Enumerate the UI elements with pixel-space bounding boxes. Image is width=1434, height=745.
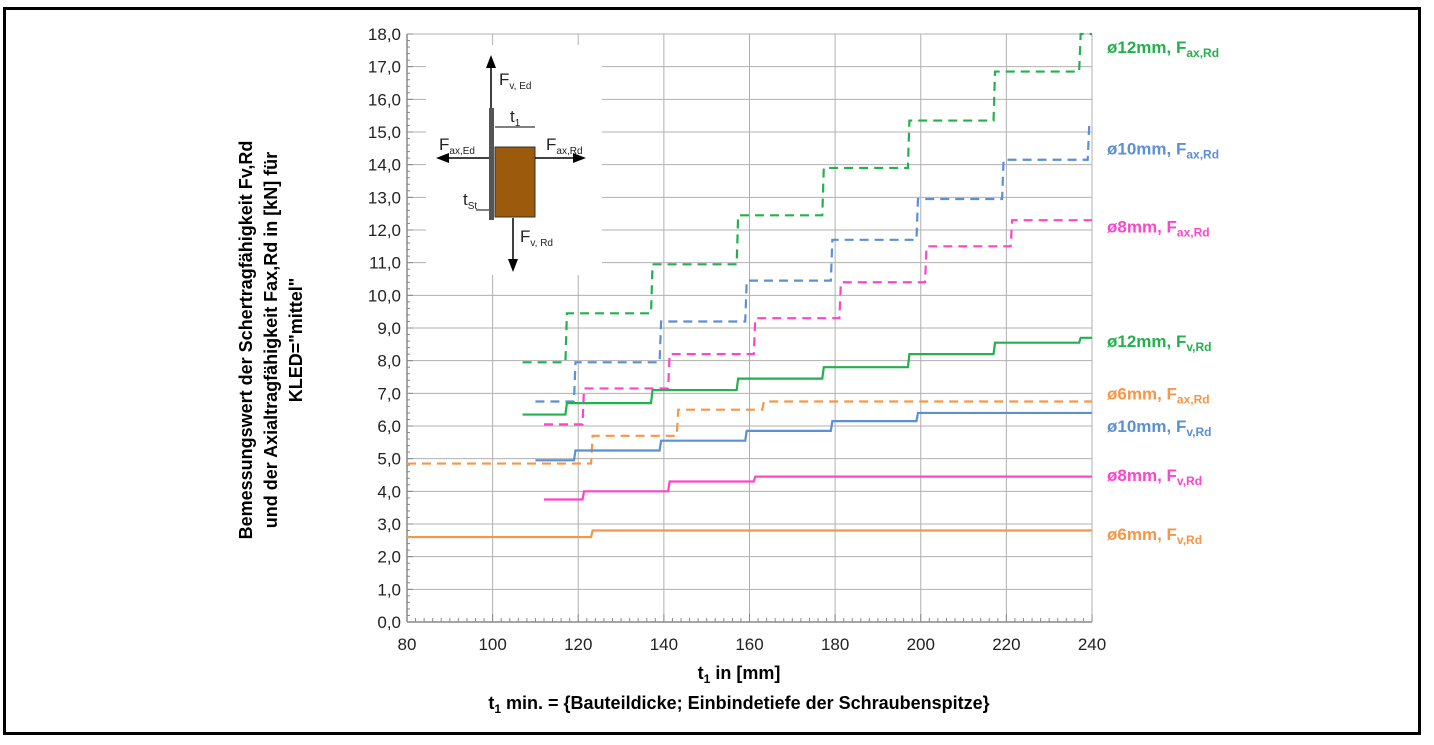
x-tick-label: 240 xyxy=(1078,635,1106,654)
y-tick-label: 9,0 xyxy=(377,319,401,338)
series-label-s6ax: ø6mm, Fax,Rd xyxy=(1107,384,1210,406)
chart-frame: 0,0 1,0 2,0 3,0 4,0 5,0 6,0 7,0 8,0 9,0 10,0 11,0 12… xyxy=(3,7,1421,735)
timber-member xyxy=(494,146,536,218)
series-line-s12v xyxy=(522,336,1092,416)
x-tick-label: 100 xyxy=(478,635,506,654)
series-line-s10v xyxy=(535,411,1092,462)
y-tick-label: 0,0 xyxy=(377,613,401,632)
y-tick-label: 17,0 xyxy=(368,58,401,77)
steel-plate xyxy=(489,108,494,220)
y-axis-title-line3: KLED="mittel" xyxy=(286,278,306,403)
series-label-s10v: ø10mm, Fv,Rd xyxy=(1107,417,1212,439)
y-tick-label: 8,0 xyxy=(377,352,401,371)
x-tick-label: 220 xyxy=(992,635,1020,654)
label-f-ved: Fv, Ed xyxy=(499,70,531,92)
label-f-vrd: Fv, Rd xyxy=(520,227,553,249)
y-tick-label: 15,0 xyxy=(368,123,401,142)
x-tick-label: 80 xyxy=(398,635,417,654)
series-label-s12v: ø12mm, Fv,Rd xyxy=(1107,332,1212,354)
arrow-v-rd-head xyxy=(508,259,518,272)
y-tick-label: 12,0 xyxy=(368,221,401,240)
y-tick-label: 7,0 xyxy=(377,384,401,403)
series-line-s6ax xyxy=(407,400,1092,465)
arrow-v-ed-head xyxy=(486,55,496,68)
y-tick-label: 4,0 xyxy=(377,482,401,501)
series-label-s6v: ø6mm, Fv,Rd xyxy=(1107,525,1202,547)
series-label-s8v: ø8mm, Fv,Rd xyxy=(1107,466,1202,488)
y-tick-label: 14,0 xyxy=(368,156,401,175)
y-axis-title-line2: und der Axialtragfähigkeit Fax,Rd in [kN… xyxy=(261,152,281,528)
label-t1: t1 xyxy=(510,107,521,129)
y-tick-label: 3,0 xyxy=(377,515,401,534)
x-tick-labels: 80 100 120 140 160 180 200 220 240 xyxy=(398,635,1107,654)
y-tick-label: 10,0 xyxy=(368,286,401,305)
label-tst: tSt xyxy=(463,190,477,212)
force-diagram-inset: Fv, Ed Fv, Rd Fax,Ed Fax,Rd t1 tSt xyxy=(426,45,602,275)
y-tick-label: 2,0 xyxy=(377,548,401,567)
y-tick-label: 16,0 xyxy=(368,90,401,109)
y-tick-label: 18,0 xyxy=(368,25,401,44)
series-line-s8v xyxy=(544,475,1092,501)
series-line-s8ax xyxy=(544,219,1092,426)
y-tick-label: 6,0 xyxy=(377,417,401,436)
x-tick-label: 160 xyxy=(735,635,763,654)
y-tick-label: 11,0 xyxy=(369,254,401,273)
series-label-s12ax: ø12mm, Fax,Rd xyxy=(1107,38,1219,60)
x-tick-label: 140 xyxy=(650,635,678,654)
chart-axes xyxy=(406,33,1093,623)
series-label-s10ax: ø10mm, Fax,Rd xyxy=(1107,139,1219,161)
series-labels: ø12mm, Fax,Rd ø10mm, Fax,Rd ø8mm, Fax,Rd ø6… xyxy=(1107,38,1219,547)
chart-svg: 0,0 1,0 2,0 3,0 4,0 5,0 6,0 7,0 8,0 9,0 10,0 11,0 12… xyxy=(236,25,1219,716)
y-tick-labels: 0,0 1,0 2,0 3,0 4,0 5,0 6,0 7,0 8,0 9,0 10,0 11,0 12… xyxy=(368,25,401,632)
y-tick-label: 1,0 xyxy=(377,580,401,599)
y-tick-label: 13,0 xyxy=(368,188,401,207)
y-axis-title: Bemessungswert der Schertragfähigkeit Fv… xyxy=(236,141,306,540)
label-f-axrd: Fax,Rd xyxy=(546,135,583,157)
x-tick-label: 180 xyxy=(821,635,849,654)
y-axis-title-line1: Bemessungswert der Schertragfähigkeit Fv… xyxy=(236,141,256,540)
label-f-axed: Fax,Ed xyxy=(439,135,475,157)
x-axis-note: t1 min. = {Bauteildicke; Einbindetiefe d… xyxy=(488,693,989,716)
series-label-s8ax: ø8mm, Fax,Rd xyxy=(1107,218,1210,240)
x-tick-label: 120 xyxy=(564,635,592,654)
arrow-ax-ed-head xyxy=(436,153,449,163)
x-tick-label: 200 xyxy=(907,635,935,654)
series-line-s6v xyxy=(407,529,1092,539)
arrow-ax-rd-head xyxy=(573,153,586,163)
series-line-s10ax xyxy=(535,124,1092,403)
x-axis-title: t1 in [mm] xyxy=(698,663,781,686)
series-lines xyxy=(407,32,1092,539)
series-line-s12ax xyxy=(522,32,1092,364)
y-tick-label: 5,0 xyxy=(377,450,401,469)
